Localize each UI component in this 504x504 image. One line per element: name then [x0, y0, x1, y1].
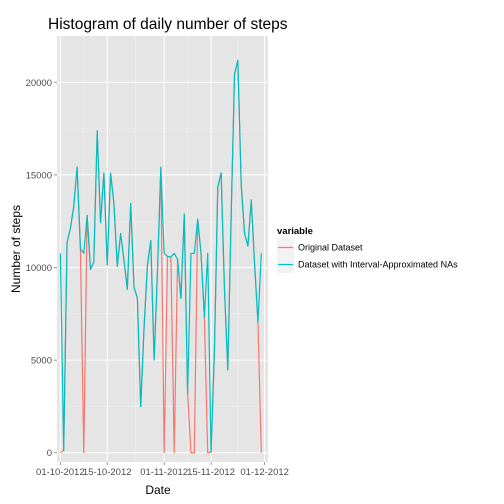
series-lines	[59, 59, 262, 454]
x-axis-title: Date	[145, 483, 171, 497]
legend-item-approximated: Dataset with Interval-Approximated NAs	[277, 256, 458, 273]
y-tick-label: 15000	[26, 170, 52, 181]
chart-title: Histogram of daily number of steps	[48, 16, 288, 33]
series-line-approximated	[59, 59, 262, 453]
y-tick-label: 0	[47, 448, 52, 459]
x-tick-label: 01-11-2012	[140, 467, 188, 478]
y-tick-label: 5000	[31, 356, 52, 367]
legend: variable Original Dataset Dataset with I…	[277, 226, 458, 273]
x-tick-label: 15-11-2012	[187, 467, 235, 478]
y-tick-label: 10000	[26, 263, 52, 274]
y-axis-title: Number of steps	[9, 205, 23, 293]
y-tick-label: 20000	[26, 78, 52, 89]
legend-label-original: Original Dataset	[298, 243, 363, 253]
legend-title: variable	[277, 226, 313, 237]
legend-item-original: Original Dataset	[277, 239, 363, 256]
plot-panel	[57, 36, 268, 462]
x-tick-label: 15-10-2012	[83, 467, 132, 478]
x-tick-label: 01-10-2012	[36, 467, 85, 478]
x-tick-label: 01-12-2012	[240, 467, 289, 478]
y-axis-ticks: 0 5000 10000 15000 20000	[26, 78, 57, 459]
legend-label-approximated: Dataset with Interval-Approximated NAs	[298, 260, 458, 270]
